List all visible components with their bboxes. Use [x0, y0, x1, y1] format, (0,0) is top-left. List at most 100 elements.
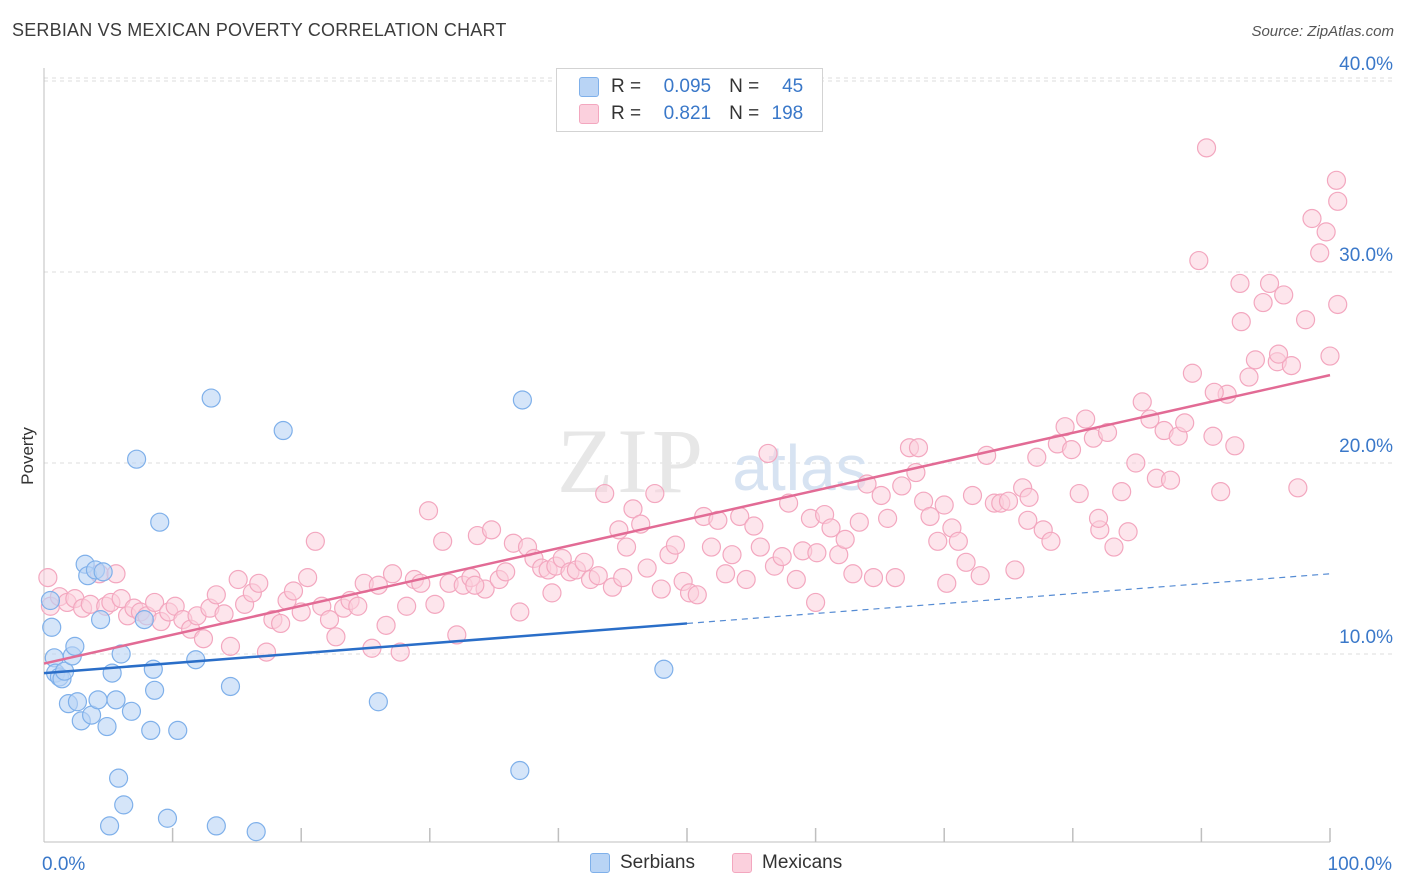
mexicans-point: [849, 512, 869, 532]
mexicans-point: [722, 545, 742, 565]
mexicans-point: [871, 485, 891, 506]
mexicans-point: [934, 495, 954, 515]
mexicans-point: [1253, 292, 1273, 313]
mexicans-point: [758, 443, 778, 464]
bottom-legend-mexicans: Mexicans: [732, 852, 842, 874]
mexicans-point: [481, 520, 502, 540]
mexicans-point: [750, 537, 770, 557]
y-tick-label: 40.0%: [1339, 54, 1393, 75]
serbians-point: [368, 692, 388, 712]
mexicans-point: [1328, 191, 1348, 211]
mexicans-point: [637, 558, 657, 578]
mexicans-point: [228, 569, 248, 590]
serbians-trend-line: [43, 622, 688, 675]
mexicans-point: [326, 627, 346, 647]
mexicans-point: [843, 564, 863, 584]
mexicans-point: [665, 535, 686, 555]
y-axis-label: Poverty: [18, 427, 37, 485]
mexicans-point: [1225, 436, 1245, 456]
mexicans-point: [1097, 422, 1118, 443]
mexicans-point: [144, 592, 165, 613]
mexicans-point: [1268, 344, 1289, 364]
mexicans-point: [1005, 560, 1025, 580]
serbians-point: [40, 590, 61, 611]
serbians-point: [144, 680, 165, 700]
mexicans-point: [1295, 310, 1316, 330]
mexicans-point: [496, 562, 516, 582]
mexicans-point: [772, 546, 792, 567]
bottom-legend-serbians: Serbians: [590, 852, 695, 874]
mexicans-point: [1196, 138, 1217, 158]
mexicans-point: [878, 508, 898, 528]
mexicans-point: [736, 569, 756, 590]
serbians-point: [220, 676, 241, 697]
mexicans-point: [1088, 508, 1109, 528]
watermark-zip: ZIP: [557, 410, 707, 512]
legend-n-value: 198: [771, 103, 804, 124]
mexicans-point: [1118, 522, 1138, 542]
mexicans-point: [1027, 447, 1047, 467]
mexicans-point: [588, 566, 608, 586]
serbians-point: [273, 420, 293, 441]
serbians-point: [510, 760, 530, 781]
legend-swatch-mexicans: [579, 104, 599, 124]
mexicans-point: [863, 567, 884, 588]
mexicans-point: [256, 642, 277, 662]
serbians-point: [246, 822, 266, 842]
mexicans-point: [595, 483, 615, 504]
mexicans-trend-line: [43, 373, 1331, 665]
mexicans-point: [376, 615, 396, 635]
mexicans-point: [786, 569, 806, 590]
bottom-legend-swatch-serbians: [590, 853, 610, 873]
mexicans-point: [271, 613, 291, 634]
mexicans-point: [111, 589, 131, 609]
mexicans-point: [1104, 537, 1124, 557]
mexicans-point: [1316, 222, 1336, 242]
serbians-point: [88, 690, 108, 710]
watermark: ZIP atlas: [557, 410, 868, 512]
mexicans-point: [1019, 487, 1039, 507]
mexicans-point: [807, 543, 827, 563]
mexicans-point: [805, 592, 826, 613]
mexicans-point: [892, 476, 912, 496]
serbians-point: [168, 720, 188, 741]
serbians-point: [65, 636, 85, 656]
mexicans-point: [1211, 482, 1231, 502]
mexicans-point: [1189, 250, 1209, 271]
y-tick-label: 10.0%: [1339, 627, 1393, 648]
mexicans-point: [1274, 285, 1294, 305]
mexicans-point: [744, 516, 764, 536]
legend: R = 0.095 N = 45 R = 0.821 N = 198: [556, 68, 823, 132]
mexicans-point: [305, 531, 325, 551]
mexicans-point: [885, 567, 905, 588]
y-tick-label: 30.0%: [1339, 245, 1393, 266]
mexicans-point: [645, 483, 665, 504]
mexicans-point: [465, 575, 485, 595]
axes-layer: 10.0% 20.0% 30.0% 40.0% 0.0% 100.0%: [42, 54, 1393, 875]
mexicans-point: [1231, 312, 1251, 332]
mexicans-point: [1175, 413, 1195, 433]
mexicans-point: [835, 529, 855, 550]
legend-r-value: 0.821: [663, 103, 712, 124]
mexicans-point: [542, 583, 562, 603]
mexicans-point: [574, 552, 594, 572]
axis-labels: Poverty: [18, 427, 37, 485]
mexicans-point: [623, 499, 643, 519]
mexicans-point: [348, 596, 368, 616]
serbians-point: [126, 449, 147, 469]
serbians-point: [114, 795, 134, 815]
mexicans-point: [701, 537, 722, 557]
mexicans-point: [433, 531, 453, 551]
legend-n-label: N =: [729, 76, 760, 97]
legend-n-label: N =: [729, 103, 760, 124]
legend-r-value: 0.095: [663, 76, 712, 97]
mexicans-point: [425, 594, 445, 614]
mexicans-point: [193, 629, 214, 649]
mexicans-point: [249, 573, 269, 593]
mexicans-point: [1245, 350, 1266, 370]
mexicans-point: [1302, 208, 1322, 229]
mexicans-point: [319, 610, 340, 630]
mexicans-point: [948, 531, 968, 551]
legend-row-serbians: R = 0.095 N = 45: [579, 74, 803, 100]
mexicans-point: [687, 585, 707, 605]
